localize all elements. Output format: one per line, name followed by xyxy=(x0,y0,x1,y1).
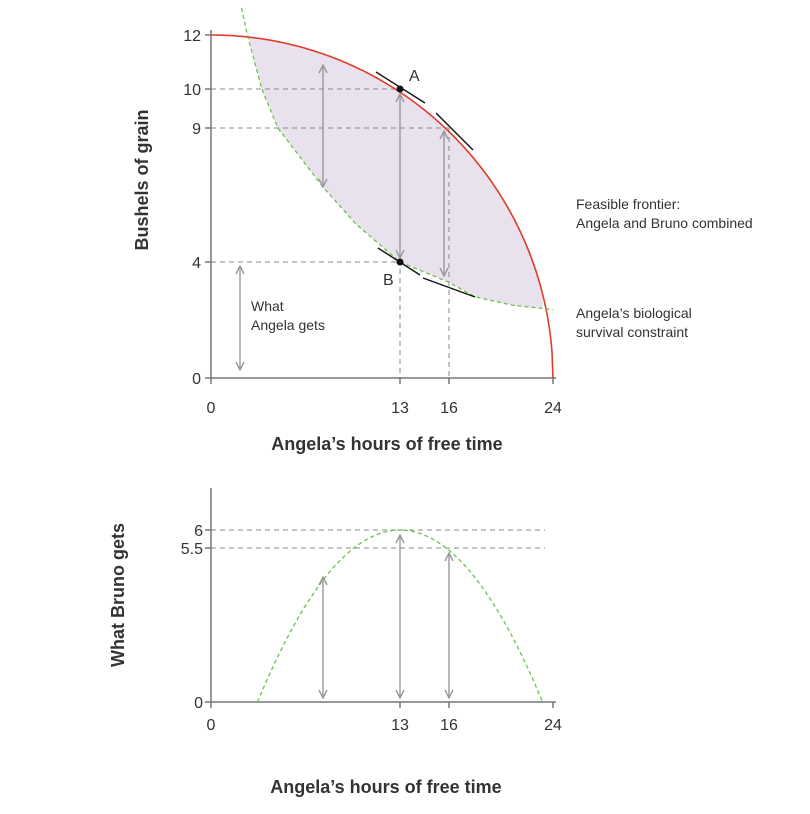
bottom-x-tick-label: 0 xyxy=(207,717,216,734)
tangent-line-B xyxy=(422,277,476,298)
bottom-x-axis-title: Angela’s hours of free time xyxy=(270,777,501,797)
point-A xyxy=(396,85,404,93)
feasible-frontier-line xyxy=(211,34,554,379)
survival-constraint-line xyxy=(240,7,554,311)
top-x-tick-label: 24 xyxy=(544,400,562,417)
annotation-angela-gets-2: Angela gets xyxy=(251,317,325,333)
annotation-frontier-1: Feasible frontier: xyxy=(576,196,680,212)
top-x-tick-label: 16 xyxy=(440,400,458,417)
annotation-survival-2: survival constraint xyxy=(576,324,688,340)
top-x-axis-title: Angela’s hours of free time xyxy=(271,434,502,454)
bottom-x-tick-label: 24 xyxy=(544,717,562,734)
top-y-tick-label: 0 xyxy=(192,371,201,388)
bottom-y-tick-label: 5.5 xyxy=(181,541,203,558)
top-y-tick-label: 4 xyxy=(192,255,201,272)
bottom-y-axis-title: What Bruno gets xyxy=(108,523,128,667)
bottom-y-tick-label: 6 xyxy=(194,523,203,540)
top-x-tick-label: 13 xyxy=(391,400,409,417)
point-label-B: B xyxy=(383,272,394,289)
top-y-tick-label: 12 xyxy=(183,28,201,45)
point-label-A: A xyxy=(409,68,420,85)
top-y-tick-label: 10 xyxy=(183,82,201,99)
top-y-tick-label: 9 xyxy=(192,121,201,138)
top-x-tick-label: 0 xyxy=(207,400,216,417)
bottom-x-tick-label: 16 xyxy=(440,717,458,734)
feasible-region-fill xyxy=(247,35,543,309)
annotation-frontier-2: Angela and Bruno combined xyxy=(576,215,753,231)
bottom-chart: 0 5.56 0 13 16 24 xyxy=(181,488,562,734)
bottom-y-tick-label: 0 xyxy=(194,695,203,712)
annotation-angela-gets-1: What xyxy=(251,298,284,314)
point-B xyxy=(396,258,404,266)
tangent-line-A xyxy=(435,112,474,151)
annotation-survival-1: Angela’s biological xyxy=(576,305,692,321)
bruno-gets-curve xyxy=(256,529,544,703)
bottom-x-tick-label: 13 xyxy=(391,717,409,734)
top-chart: 0 4 9 10 12 0 13 16 24 A B xyxy=(183,7,562,417)
top-y-axis-title: Bushels of grain xyxy=(132,109,152,250)
